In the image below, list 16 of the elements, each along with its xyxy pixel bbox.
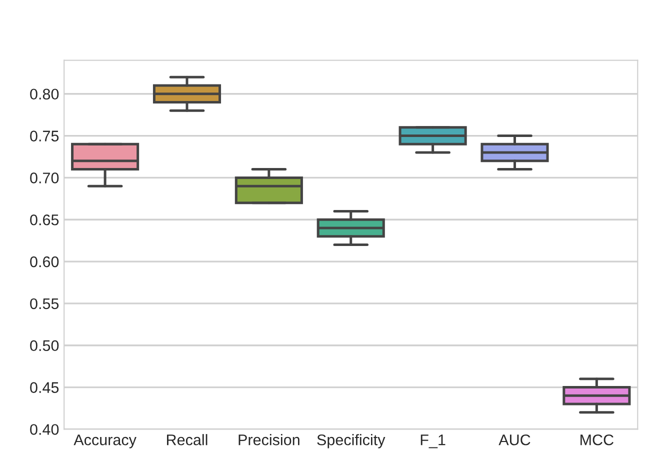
x-tick-label: Recall bbox=[167, 434, 208, 446]
y-tick-label: 0.65 bbox=[30, 214, 59, 226]
x-tick-label: Specificity bbox=[317, 434, 386, 448]
x-tick-label: Precision bbox=[238, 434, 300, 446]
y-tick-label: 0.45 bbox=[30, 382, 59, 393]
y-tick-label: 0.75 bbox=[30, 130, 59, 142]
y-tick-label: 0.60 bbox=[30, 256, 59, 268]
y-tick-label: 0.55 bbox=[30, 298, 59, 310]
x-tick-label: Accuracy bbox=[74, 434, 136, 448]
y-tick-label: 0.40 bbox=[30, 424, 59, 435]
y-tick-label: 0.50 bbox=[30, 340, 59, 352]
x-tick-label: MCC bbox=[580, 434, 614, 446]
x-tick-label: AUC bbox=[498, 434, 530, 446]
y-tick-label: 0.80 bbox=[30, 88, 59, 100]
x-tick-label: F_1 bbox=[420, 434, 446, 448]
y-tick-label: 0.70 bbox=[30, 172, 59, 184]
